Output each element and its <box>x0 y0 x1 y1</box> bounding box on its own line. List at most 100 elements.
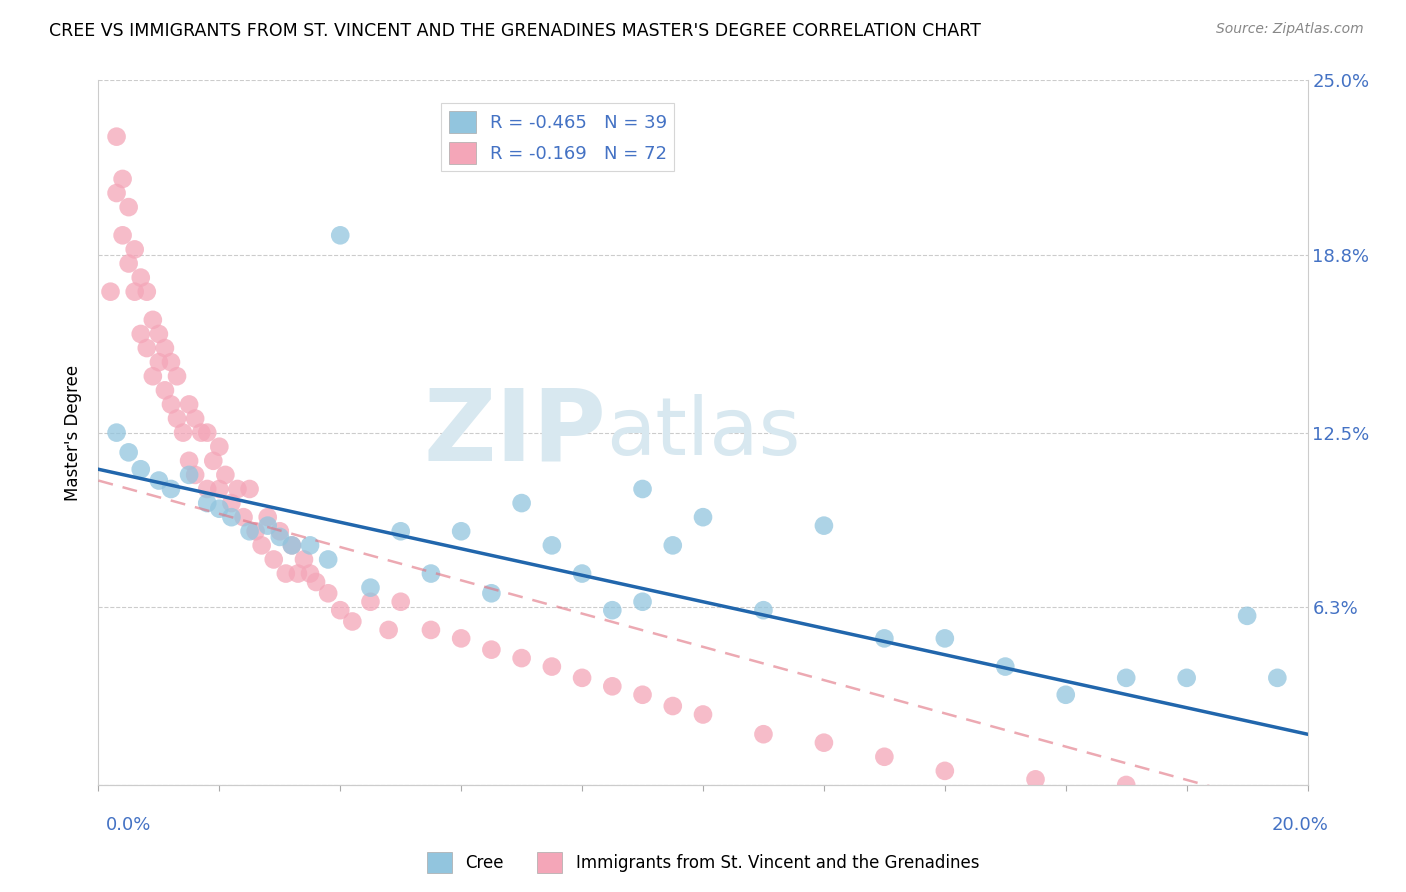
Point <box>239 524 262 539</box>
Point <box>377 623 399 637</box>
Point <box>873 749 896 764</box>
Point <box>281 538 304 552</box>
Point <box>481 586 503 600</box>
Legend: R = -0.465   N = 39, R = -0.169   N = 72: R = -0.465 N = 39, R = -0.169 N = 72 <box>441 103 675 171</box>
Point <box>661 538 683 552</box>
Legend: Cree, Immigrants from St. Vincent and the Grenadines: Cree, Immigrants from St. Vincent and th… <box>420 846 986 880</box>
Point <box>179 454 201 468</box>
Point <box>602 679 624 693</box>
Point <box>1115 778 1137 792</box>
Point <box>360 595 382 609</box>
Point <box>481 642 503 657</box>
Point <box>105 186 128 200</box>
Point <box>250 538 273 552</box>
Point <box>160 482 183 496</box>
Point <box>179 467 201 482</box>
Point <box>118 445 141 459</box>
Point <box>934 764 956 778</box>
Point <box>226 482 249 496</box>
Point <box>281 538 304 552</box>
Point <box>752 727 775 741</box>
Point <box>142 369 165 384</box>
Point <box>269 530 291 544</box>
Point <box>105 129 128 144</box>
Point <box>129 326 152 341</box>
Point <box>692 510 714 524</box>
Point <box>184 467 207 482</box>
Point <box>245 524 267 539</box>
Point <box>510 496 533 510</box>
Text: 0.0%: 0.0% <box>105 816 150 834</box>
Point <box>111 172 134 186</box>
Point <box>450 524 472 539</box>
Point <box>287 566 309 581</box>
Point <box>813 736 835 750</box>
Point <box>118 256 141 270</box>
Point <box>160 355 183 369</box>
Point <box>316 552 339 566</box>
Text: 20.0%: 20.0% <box>1272 816 1329 834</box>
Point <box>256 510 278 524</box>
Point <box>195 496 218 510</box>
Point <box>208 482 231 496</box>
Point <box>420 566 443 581</box>
Point <box>360 581 382 595</box>
Text: atlas: atlas <box>606 393 800 472</box>
Point <box>342 615 364 629</box>
Point <box>661 699 683 714</box>
Point <box>813 518 835 533</box>
Point <box>389 595 412 609</box>
Point <box>232 510 254 524</box>
Point <box>256 518 278 533</box>
Point <box>292 552 315 566</box>
Point <box>510 651 533 665</box>
Point <box>389 524 412 539</box>
Point <box>1024 772 1046 787</box>
Point <box>873 632 896 646</box>
Point <box>329 603 352 617</box>
Point <box>221 496 243 510</box>
Point <box>269 524 291 539</box>
Point <box>994 659 1017 673</box>
Point <box>166 411 188 425</box>
Point <box>420 623 443 637</box>
Point <box>100 285 122 299</box>
Point <box>124 243 146 257</box>
Point <box>195 482 218 496</box>
Point <box>263 552 285 566</box>
Point <box>148 326 170 341</box>
Point <box>631 482 654 496</box>
Point <box>208 501 231 516</box>
Point <box>160 397 183 411</box>
Point <box>602 603 624 617</box>
Point <box>124 285 146 299</box>
Point <box>1054 688 1077 702</box>
Point <box>221 510 243 524</box>
Point <box>184 411 207 425</box>
Point <box>129 462 152 476</box>
Point <box>329 228 352 243</box>
Point <box>202 454 225 468</box>
Point <box>1175 671 1198 685</box>
Point <box>299 538 322 552</box>
Point <box>540 659 562 673</box>
Point <box>571 671 593 685</box>
Point <box>540 538 562 552</box>
Point <box>142 313 165 327</box>
Point <box>571 566 593 581</box>
Point <box>111 228 134 243</box>
Point <box>105 425 128 440</box>
Text: CREE VS IMMIGRANTS FROM ST. VINCENT AND THE GRENADINES MASTER'S DEGREE CORRELATI: CREE VS IMMIGRANTS FROM ST. VINCENT AND … <box>49 22 981 40</box>
Point <box>1115 671 1137 685</box>
Point <box>1267 671 1289 685</box>
Point <box>239 482 262 496</box>
Point <box>148 474 170 488</box>
Point <box>214 467 236 482</box>
Point <box>316 586 339 600</box>
Point <box>1236 608 1258 623</box>
Point <box>135 341 157 355</box>
Point <box>208 440 231 454</box>
Point <box>692 707 714 722</box>
Point <box>274 566 297 581</box>
Point <box>450 632 472 646</box>
